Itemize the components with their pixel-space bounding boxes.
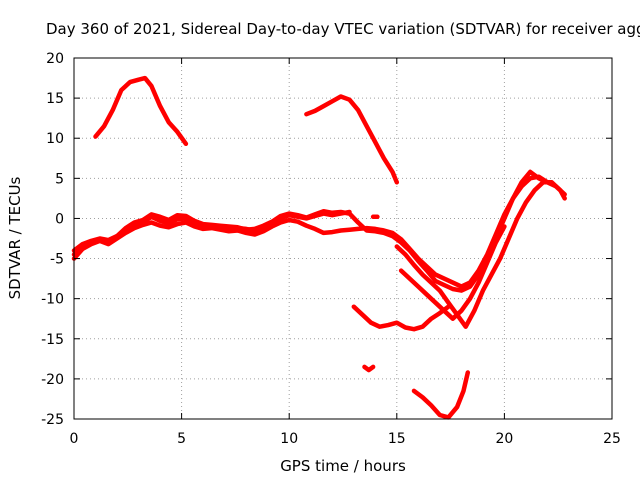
x-axis-title: GPS time / hours <box>280 457 406 475</box>
series-line <box>398 224 507 321</box>
grid-lines <box>74 58 612 419</box>
x-tick-label: 5 <box>177 431 186 447</box>
y-tick-label: 10 <box>46 131 64 147</box>
series-line <box>351 304 451 332</box>
chart-title: Day 360 of 2021, Sidereal Day-to-day VTE… <box>46 20 640 38</box>
y-tick-label: 0 <box>55 211 64 227</box>
series-line <box>71 209 352 253</box>
y-axis-ticks: -25 -20 -15 -10 -5 0 5 10 15 20 <box>41 51 612 428</box>
x-tick-label: 20 <box>495 431 513 447</box>
y-axis-title: SDTVAR / TECUs <box>6 176 24 299</box>
x-tick-label: 10 <box>280 431 298 447</box>
x-tick-label: 15 <box>388 431 406 447</box>
plot-frame <box>73 57 613 420</box>
y-tick-label: -25 <box>41 412 64 428</box>
series-line <box>71 174 567 289</box>
y-tick-label: 20 <box>46 51 64 67</box>
y-tick-label: 15 <box>46 91 64 107</box>
series-line <box>411 370 471 420</box>
y-tick-label: -20 <box>41 372 64 388</box>
y-tick-label: 5 <box>55 171 64 187</box>
series-line <box>362 364 376 373</box>
y-tick-label: -5 <box>50 252 64 268</box>
series-line <box>93 75 189 147</box>
x-tick-label: 25 <box>603 431 621 447</box>
x-axis-ticks: 0 5 10 15 20 25 <box>70 58 621 447</box>
series-line <box>304 94 400 185</box>
y-tick-label: -10 <box>41 292 64 308</box>
x-tick-label: 0 <box>70 431 79 447</box>
series-group <box>71 75 567 420</box>
series-line <box>394 180 567 329</box>
y-tick-label: -15 <box>41 332 64 348</box>
